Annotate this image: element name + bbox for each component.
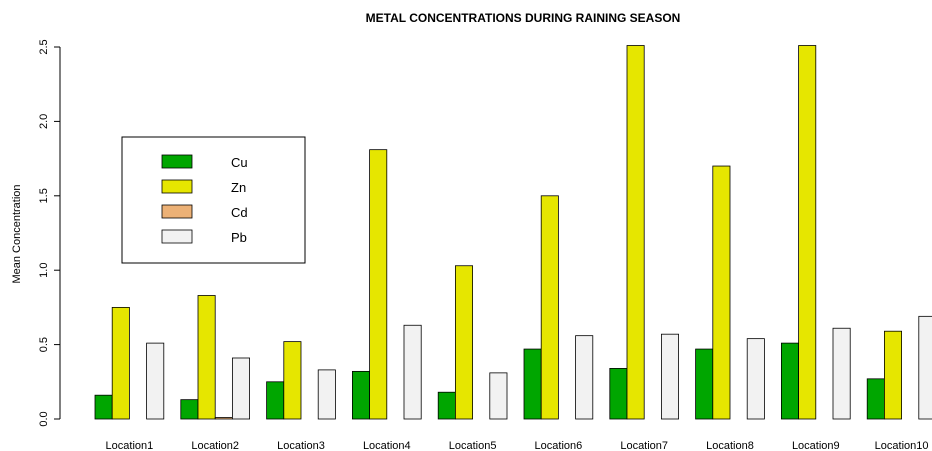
bar-cu-location2 (180, 399, 199, 420)
y-tick-label: 1.5 (38, 188, 50, 203)
category-label: Location10 (875, 440, 929, 451)
bar-zn-location9 (798, 45, 817, 420)
category-label: Location2 (191, 440, 239, 451)
bar-cu-location1 (94, 394, 113, 420)
legend-swatch-zn (161, 179, 193, 194)
category-label: Location1 (106, 440, 154, 451)
bar-zn-location10 (884, 330, 903, 420)
bar-pb-location1 (146, 342, 165, 420)
bar-zn-location6 (540, 195, 559, 420)
bar-zn-location4 (369, 149, 388, 420)
y-axis-label: Mean Concentration (11, 184, 23, 283)
category-label: Location4 (363, 440, 411, 451)
bar-zn-location7 (626, 45, 645, 420)
y-tick-label: 1.0 (38, 263, 50, 278)
bar-cu-location5 (437, 391, 456, 420)
bar-pb-location6 (575, 335, 594, 420)
bar-cu-location8 (695, 348, 714, 420)
legend: Cu Zn Cd Pb (121, 136, 306, 264)
bar-pb-location8 (746, 338, 765, 420)
bar-zn-location1 (111, 306, 130, 420)
bar-zn-location8 (712, 165, 731, 420)
bar-cu-location10 (866, 378, 885, 420)
bar-pb-location2 (231, 357, 250, 420)
bar-cu-location6 (523, 348, 542, 420)
legend-label-pb: Pb (231, 230, 247, 245)
y-tick-label: 2.5 (38, 39, 50, 54)
legend-swatch-cd (161, 204, 193, 219)
category-label: Location3 (277, 440, 325, 451)
bar-pb-location5 (489, 372, 508, 420)
bars (94, 45, 932, 420)
bar-pb-location4 (403, 324, 422, 420)
category-label: Location5 (449, 440, 497, 451)
y-tick-label: 2.0 (38, 114, 50, 129)
y-tick-label: 0.0 (38, 411, 50, 426)
legend-box (121, 136, 306, 264)
category-label: Location6 (535, 440, 583, 451)
bar-cd-location2 (214, 417, 233, 420)
bar-pb-location10 (918, 315, 932, 420)
legend-label-zn: Zn (231, 180, 246, 195)
bar-cu-location7 (609, 368, 628, 420)
category-label: Location9 (792, 440, 840, 451)
bar-pb-location3 (317, 369, 336, 420)
bar-pb-location7 (661, 333, 680, 420)
bar-cu-location9 (781, 342, 800, 420)
y-axis: 0.0 0.5 1.0 1.5 2.0 2.5 (38, 39, 61, 427)
category-label: Location8 (706, 440, 754, 451)
chart-title: METAL CONCENTRATIONS DURING RAINING SEAS… (366, 11, 681, 25)
bar-zn-location5 (454, 265, 473, 420)
category-label: Location7 (620, 440, 668, 451)
legend-swatch-cu (161, 154, 193, 169)
legend-swatch-pb (161, 229, 193, 244)
y-tick-label: 0.5 (38, 337, 50, 352)
bar-cu-location3 (266, 381, 285, 420)
legend-label-cd: Cd (231, 205, 248, 220)
bar-zn-location2 (197, 295, 216, 420)
legend-label-cu: Cu (231, 155, 248, 170)
bar-zn-location3 (283, 341, 302, 420)
bar-pb-location9 (832, 327, 851, 420)
bar-cu-location4 (351, 370, 370, 420)
category-labels: Location1 Location2 Location3 Location4 Loca… (106, 440, 929, 451)
